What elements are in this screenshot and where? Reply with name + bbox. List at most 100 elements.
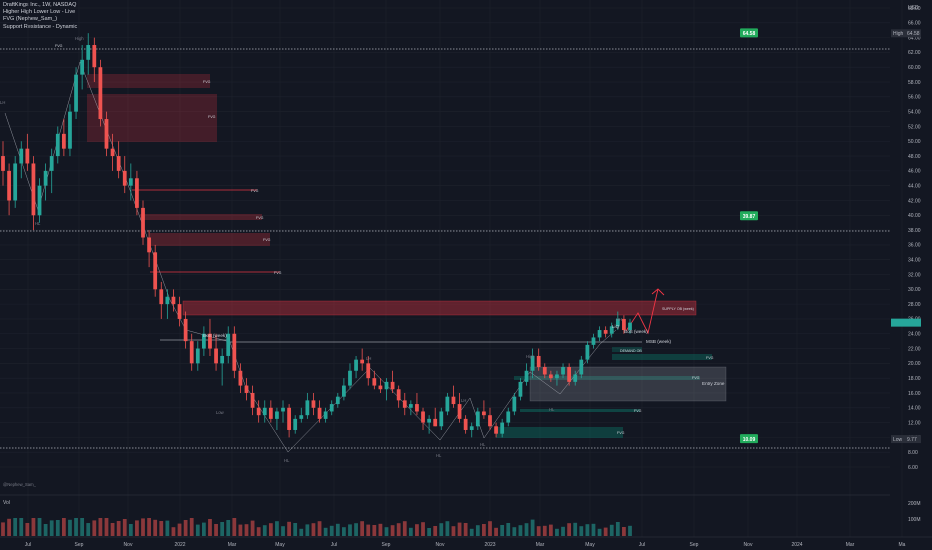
volume-bar — [457, 522, 462, 536]
grid — [0, 0, 903, 537]
volume-bar — [281, 526, 285, 536]
candle-body — [360, 359, 365, 364]
currency-label: USD — [908, 5, 919, 11]
candle-body — [19, 148, 24, 164]
candle-body — [208, 333, 212, 349]
y-tick-label: 38.00 — [908, 228, 921, 234]
volume-bar — [415, 524, 419, 536]
candle-body — [415, 404, 419, 412]
candle-body — [311, 400, 316, 408]
candle-body — [555, 374, 559, 379]
volume-bar — [287, 521, 291, 536]
volume-bar — [366, 524, 371, 536]
volume-bar — [500, 525, 505, 536]
x-tick-label: 2024 — [791, 542, 802, 548]
chart-legend: DraftKings Inc., 1W, NASDAQ Higher High … — [3, 2, 263, 38]
candle-body — [25, 148, 30, 164]
supply-fvg-zone — [140, 214, 262, 220]
y-tick-label: 36.00 — [908, 243, 921, 249]
axis-level-value: 64.58 — [907, 31, 920, 37]
last-price-tag — [891, 318, 921, 327]
axis-level-name: High — [893, 31, 904, 37]
volume-bar — [110, 523, 115, 536]
y-tick-label: 50.00 — [908, 139, 921, 145]
candle-body — [256, 407, 261, 416]
volume-bar — [232, 518, 237, 536]
volume-bar — [360, 521, 365, 536]
annotations: High LH HL Low HL LH HL LH HL High HL HH… — [0, 36, 725, 463]
y-tick-label: 46.00 — [908, 169, 921, 175]
volume-tick-label: 100M — [908, 517, 921, 523]
volume-bar — [536, 526, 541, 536]
candle-body — [512, 396, 517, 412]
supply-fvg-zone — [150, 271, 280, 273]
candle-body — [55, 133, 60, 157]
candle-body — [299, 415, 304, 419]
volume-tick-label: 200M — [908, 501, 921, 507]
zigzag-line — [4, 61, 617, 453]
y-tick-label: 54.00 — [908, 109, 921, 115]
candle-body — [275, 411, 279, 419]
volume-bar — [445, 521, 450, 536]
candle-body — [609, 326, 614, 334]
fvg-label: FVG — [251, 189, 259, 193]
fvg-label: FVG — [706, 356, 714, 360]
volume — [1, 518, 632, 536]
volume-bar — [433, 526, 438, 536]
volume-bar — [238, 524, 243, 536]
volume-bar — [439, 523, 444, 536]
volume-bar — [542, 525, 547, 536]
candle-body — [384, 381, 389, 390]
level-badge-text: 64.58 — [743, 31, 756, 37]
candle-body — [354, 359, 358, 371]
volume-bar — [494, 527, 498, 536]
candle-body — [13, 163, 18, 201]
indicator-hhll: Higher High Lower Low - Live — [3, 9, 76, 16]
volume-bar — [49, 520, 54, 536]
x-tick-label: May — [585, 542, 595, 548]
axis-level-value: 9.77 — [907, 437, 917, 443]
candle-body — [335, 396, 340, 405]
volume-bar — [25, 523, 30, 536]
candle-body — [49, 156, 54, 171]
y-tick-label: 58.00 — [908, 80, 921, 86]
bos-label: BoS (week) — [203, 333, 227, 338]
candle-body — [366, 363, 371, 379]
volume-bar — [463, 523, 468, 536]
volume-bar — [579, 526, 584, 536]
candle-body — [342, 385, 346, 397]
swing-label: High — [75, 36, 84, 41]
author-credit: @Nephew_Sam_ — [3, 482, 37, 487]
zones — [87, 74, 727, 438]
volume-bar — [408, 527, 413, 536]
volume-bar — [475, 525, 480, 536]
volume-bar — [80, 518, 85, 536]
volume-bar — [524, 523, 529, 536]
x-tick-label: Mar — [846, 542, 855, 548]
fvg-label: FVG — [617, 431, 625, 435]
fvg-label: FVG — [634, 409, 642, 413]
fvg-label: FVG — [256, 216, 264, 220]
x-tick-label: 2023 — [484, 542, 495, 548]
y-tick-label: 6.00 — [908, 465, 918, 471]
candle-body — [122, 170, 127, 186]
volume-bar — [7, 518, 11, 536]
volume-bar — [342, 527, 346, 536]
volume-bar — [591, 523, 596, 536]
candle-body — [427, 418, 432, 423]
volume-bar — [597, 528, 602, 536]
indicator-support-resistance: Support Resistance - Dynamic — [3, 23, 78, 30]
volume-bar — [1, 522, 5, 536]
candle-body — [262, 407, 267, 416]
candle-body — [396, 389, 401, 401]
x-tick-label: Jul — [639, 542, 645, 548]
candle-body — [329, 404, 334, 412]
level-badge — [740, 211, 758, 221]
candle-body — [445, 396, 450, 412]
candle-body — [104, 119, 109, 149]
volume-bar — [268, 523, 273, 536]
swing-label: LH — [366, 356, 371, 361]
volume-bar — [116, 521, 121, 536]
candle-body — [165, 296, 170, 305]
